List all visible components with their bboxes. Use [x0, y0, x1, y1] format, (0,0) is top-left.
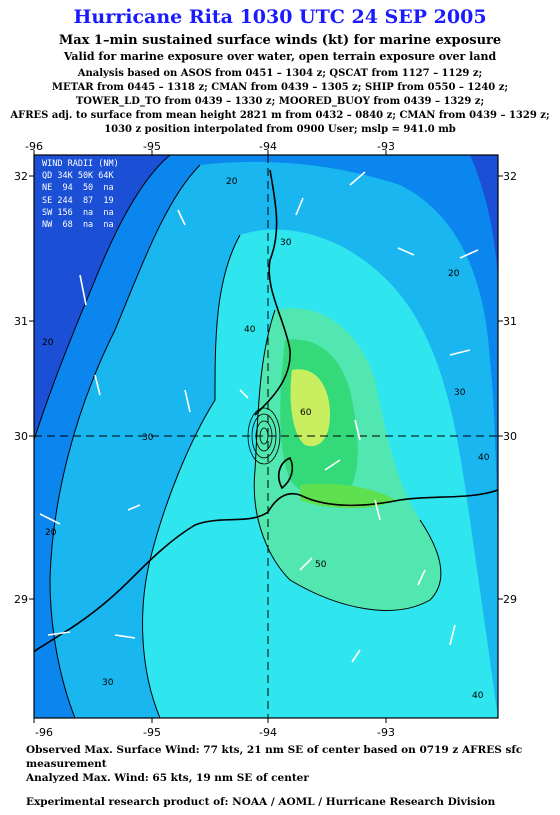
- wind-radii-table: WIND RADII (NM) QD 34K 50K 64K NE 94 50 …: [42, 158, 119, 231]
- contour-lines: [34, 155, 442, 718]
- footer: Observed Max. Surface Wind: 77 kts, 21 n…: [26, 743, 560, 809]
- lat-label: 31: [14, 315, 28, 328]
- analysis-line: 1030 z position interpolated from 0900 U…: [104, 124, 456, 135]
- lon-labels-top: -96 -95 -94 -93: [25, 140, 395, 153]
- lon-label: -93: [377, 140, 395, 153]
- wind-radii-cols: QD 34K 50K 64K: [42, 171, 114, 182]
- wind-radii-row: SW 156 na na: [42, 207, 114, 218]
- contour-label: 40: [244, 325, 256, 335]
- lat-lon-grid: [34, 155, 498, 718]
- contour-labels: 20 20 20 20 30 30 30 30 40 40 40 50 60: [42, 177, 490, 701]
- contour-label: 20: [226, 177, 238, 187]
- map-subtitle: Max 1–min sustained surface winds (kt) f…: [58, 33, 502, 48]
- analysis-line: AFRES adj. to surface from mean height 2…: [10, 110, 550, 121]
- wind-vectors: [39, 171, 479, 663]
- contour-label: 20: [448, 269, 460, 279]
- wind-field: [34, 155, 498, 718]
- observed-max-wind: Observed Max. Surface Wind: 77 kts, 21 n…: [26, 744, 523, 770]
- lon-label: -94: [259, 140, 277, 153]
- map-frame: [29, 150, 503, 723]
- wind-radii-row: NW 68 na na: [42, 220, 114, 231]
- contour-label: 40: [472, 691, 484, 701]
- lat-label: 30: [503, 430, 517, 443]
- lat-label: 30: [14, 430, 28, 443]
- wind-radii-row: NE 94 50 na: [42, 183, 114, 194]
- lat-label: 32: [503, 170, 517, 183]
- analysis-line: TOWER_LD_TO from 0439 – 1330 z; MOORED_B…: [75, 96, 485, 107]
- lat-labels-right: 32 31 30 29: [503, 170, 517, 606]
- lon-labels-bottom: -96 -95 -94 -93: [35, 726, 395, 739]
- credit-line: Experimental research product of: NOAA /…: [26, 796, 496, 808]
- contour-label: 20: [45, 528, 57, 538]
- lon-label: -95: [143, 726, 161, 739]
- lon-label: -95: [143, 140, 161, 153]
- coastline: [34, 169, 498, 653]
- wind-map: -96 -95 -94 -93 -96 -95 -94 -93 32 31 30…: [14, 140, 517, 739]
- analysis-line: Analysis based on ASOS from 0451 – 1304 …: [77, 68, 483, 79]
- lat-label: 29: [503, 593, 517, 606]
- analysis-line: METAR from 0445 – 1318 z; CMAN from 0439…: [51, 82, 509, 93]
- analyzed-max-wind: Analyzed Max. Wind: 65 kts, 19 nm SE of …: [26, 772, 309, 784]
- lon-label: -94: [259, 726, 277, 739]
- contour-label: 50: [315, 560, 327, 570]
- contour-label: 60: [300, 408, 312, 418]
- contour-label: 30: [102, 678, 114, 688]
- lon-label: -96: [25, 140, 43, 153]
- contour-label: 30: [280, 238, 292, 248]
- contour-label: 40: [478, 453, 490, 463]
- map-title: Hurricane Rita 1030 UTC 24 SEP 2005: [73, 6, 487, 28]
- contour-label: 30: [454, 388, 466, 398]
- lat-label: 31: [503, 315, 517, 328]
- lat-label: 32: [14, 170, 28, 183]
- map-subtitle-validity: Valid for marine exposure over water, op…: [63, 50, 497, 63]
- contour-label: 20: [42, 338, 54, 348]
- lat-label: 29: [14, 593, 28, 606]
- lon-label: -96: [35, 726, 53, 739]
- lon-label: -93: [377, 726, 395, 739]
- analysis-sources: Analysis based on ASOS from 0451 – 1304 …: [0, 67, 560, 137]
- wind-radii-row: SE 244 87 19: [42, 195, 114, 206]
- lat-labels-left: 32 31 30 29: [14, 170, 28, 606]
- wind-radii-header: WIND RADII (NM): [42, 159, 119, 169]
- wind-band-70: [290, 369, 330, 447]
- contour-label: 30: [142, 433, 154, 443]
